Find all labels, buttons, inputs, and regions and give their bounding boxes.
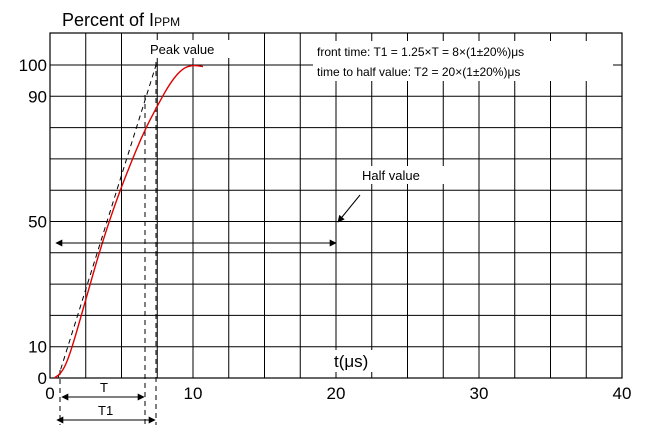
- chart-title-subscript: PPM: [154, 15, 180, 29]
- y-tick-label: 100: [19, 56, 47, 75]
- peak-value-label: Peak value: [150, 42, 214, 57]
- x-tick-label: 40: [613, 384, 632, 403]
- x-tick-label: 10: [184, 384, 203, 403]
- grid: [50, 33, 622, 378]
- y-tick-label: 50: [28, 213, 47, 232]
- y-tick-label: 0: [38, 369, 47, 388]
- formula-bg: [313, 41, 613, 81]
- chart-title-main: Percent of I: [62, 10, 154, 30]
- T1-label: T1: [98, 403, 113, 418]
- half-label-bg: [358, 166, 444, 184]
- T-label: T: [100, 380, 108, 395]
- waveform-line: [53, 64, 204, 379]
- y-tick-label: 10: [28, 338, 47, 357]
- tick-labels: 0 10 20 30 40 0 10 50 90 100: [19, 56, 632, 403]
- half-value-label: Half value: [362, 168, 420, 183]
- half-time-label: time to half value: T2 = 20×(1±20%)μs: [317, 65, 520, 79]
- x-tick-label: 20: [327, 384, 346, 403]
- x-axis-label-bg: [332, 350, 396, 372]
- x-axis-label: t(μs): [334, 352, 368, 371]
- x-tick-label: 0: [45, 384, 54, 403]
- y-tick-label: 90: [28, 87, 47, 106]
- half-value-pointer: [337, 194, 361, 223]
- plot-frame: [49, 32, 623, 379]
- front-time-label: front time: T1 = 1.25×T = 8×(1±20%)μs: [317, 45, 524, 59]
- peak-label-bg: [146, 40, 234, 58]
- front-tangent-line: [57, 61, 158, 379]
- x-tick-label: 30: [470, 384, 489, 403]
- chart-title: Percent of IPPM: [62, 10, 180, 30]
